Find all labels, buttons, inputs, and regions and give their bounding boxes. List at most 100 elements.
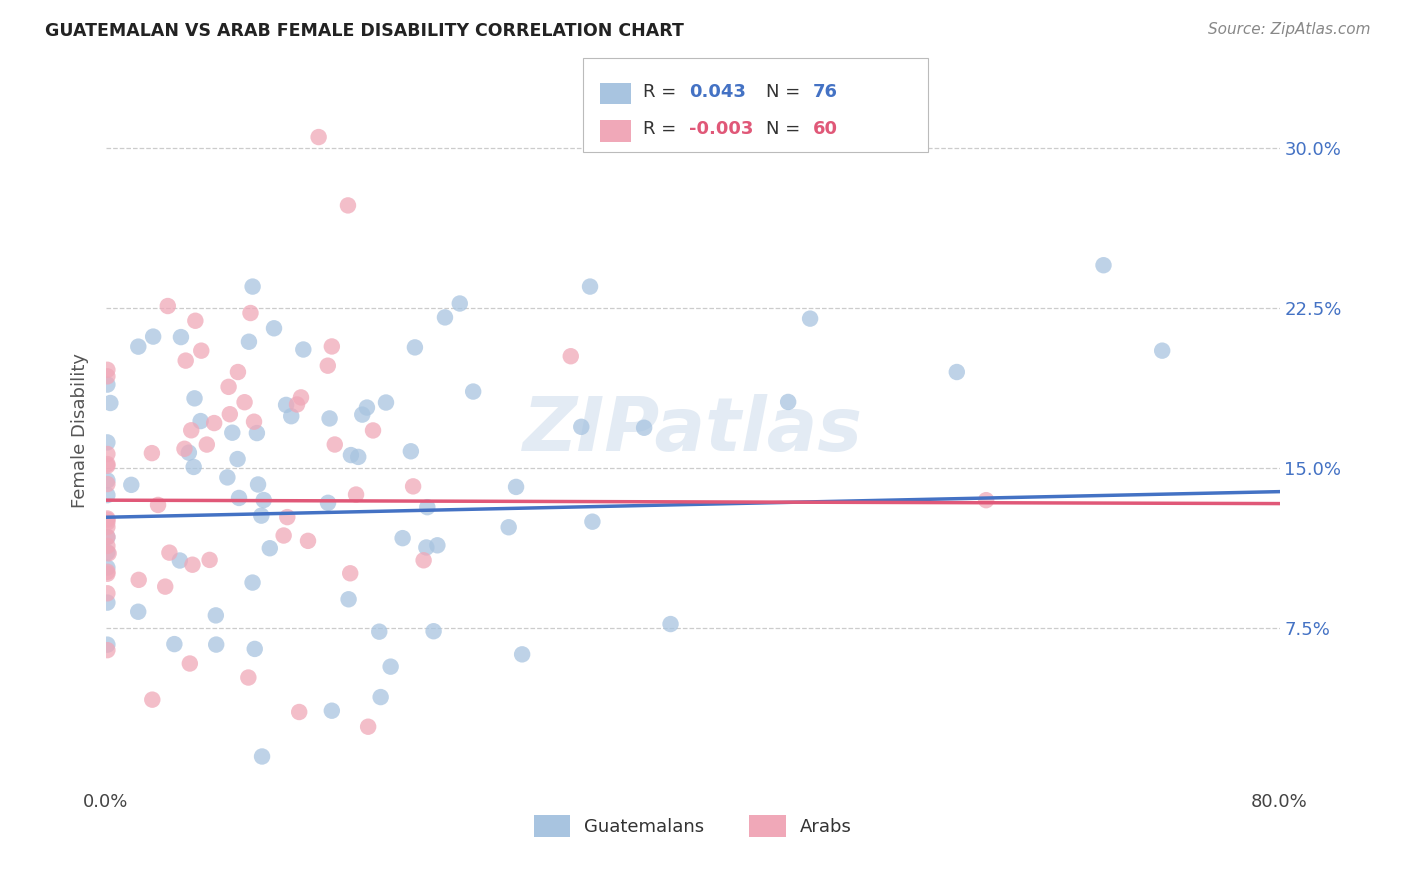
Point xyxy=(253,493,276,508)
Point xyxy=(170,330,193,344)
Point xyxy=(633,421,655,435)
Point xyxy=(202,416,225,430)
Point xyxy=(96,560,118,574)
Point xyxy=(96,643,118,657)
Point xyxy=(217,470,239,484)
Point xyxy=(96,435,118,450)
Point xyxy=(946,365,969,379)
Point xyxy=(356,401,378,415)
Y-axis label: Female Disability: Female Disability xyxy=(72,353,89,508)
Point xyxy=(239,306,262,320)
Point xyxy=(569,420,592,434)
Point xyxy=(581,515,603,529)
Point xyxy=(96,447,118,461)
Point xyxy=(218,407,240,421)
Point xyxy=(174,353,197,368)
Point xyxy=(96,566,118,581)
Point xyxy=(391,531,413,545)
Point xyxy=(246,426,269,441)
Point xyxy=(96,530,118,544)
Point xyxy=(141,692,163,706)
Point xyxy=(96,530,118,544)
Point xyxy=(579,279,602,293)
Point xyxy=(128,573,150,587)
Point xyxy=(96,369,118,384)
Point xyxy=(1092,258,1115,272)
Point xyxy=(96,457,118,471)
Point xyxy=(316,359,339,373)
Point xyxy=(276,510,298,524)
Text: N =: N = xyxy=(766,120,806,138)
Point xyxy=(96,477,118,491)
Point xyxy=(250,508,273,523)
Point xyxy=(96,545,118,559)
Point xyxy=(799,311,821,326)
Point xyxy=(498,520,520,534)
Point xyxy=(285,397,308,411)
Point xyxy=(415,541,437,555)
Point xyxy=(974,493,997,508)
Point xyxy=(226,452,249,467)
Point xyxy=(344,487,367,501)
Point xyxy=(205,608,228,623)
Point xyxy=(96,363,118,377)
Point xyxy=(242,279,264,293)
Point xyxy=(778,395,800,409)
Point xyxy=(292,343,315,357)
Point xyxy=(263,321,285,335)
Text: 60: 60 xyxy=(813,120,838,138)
Text: ZIPatlas: ZIPatlas xyxy=(523,394,863,467)
Point xyxy=(274,398,297,412)
Point xyxy=(190,343,212,358)
Point xyxy=(375,395,398,409)
Point xyxy=(339,566,361,581)
Point xyxy=(288,705,311,719)
Point xyxy=(96,377,118,392)
Point xyxy=(221,425,243,440)
Point xyxy=(426,538,449,552)
Point xyxy=(156,299,179,313)
Point xyxy=(96,596,118,610)
Point xyxy=(247,477,270,491)
Text: -0.003: -0.003 xyxy=(689,120,754,138)
Point xyxy=(96,458,118,473)
Point xyxy=(1152,343,1174,358)
Point xyxy=(96,638,118,652)
Point xyxy=(290,391,312,405)
Point xyxy=(96,565,118,579)
Point xyxy=(402,479,425,493)
Point xyxy=(218,380,240,394)
Point xyxy=(352,408,374,422)
Point xyxy=(157,546,180,560)
Point xyxy=(321,704,343,718)
Point xyxy=(510,648,533,662)
Point xyxy=(297,533,319,548)
Point xyxy=(190,414,212,428)
Point xyxy=(347,450,370,464)
Point xyxy=(449,296,471,310)
Point xyxy=(243,415,266,429)
Point xyxy=(273,528,295,542)
Point xyxy=(226,365,249,379)
Point xyxy=(233,395,256,409)
Text: Source: ZipAtlas.com: Source: ZipAtlas.com xyxy=(1208,22,1371,37)
Point xyxy=(198,553,221,567)
Point xyxy=(361,424,384,438)
Text: R =: R = xyxy=(643,83,682,101)
Text: GUATEMALAN VS ARAB FEMALE DISABILITY CORRELATION CHART: GUATEMALAN VS ARAB FEMALE DISABILITY COR… xyxy=(45,22,683,40)
Point xyxy=(336,198,359,212)
Point xyxy=(96,511,118,525)
Point xyxy=(127,605,149,619)
Point xyxy=(380,659,402,673)
Point xyxy=(205,638,228,652)
Point xyxy=(228,491,250,505)
Point xyxy=(243,641,266,656)
Point xyxy=(177,445,200,459)
Point xyxy=(179,657,201,671)
Point xyxy=(404,340,426,354)
Point xyxy=(242,575,264,590)
Point xyxy=(180,423,202,437)
Point xyxy=(280,409,302,424)
Point xyxy=(659,617,682,632)
Point xyxy=(96,586,118,600)
